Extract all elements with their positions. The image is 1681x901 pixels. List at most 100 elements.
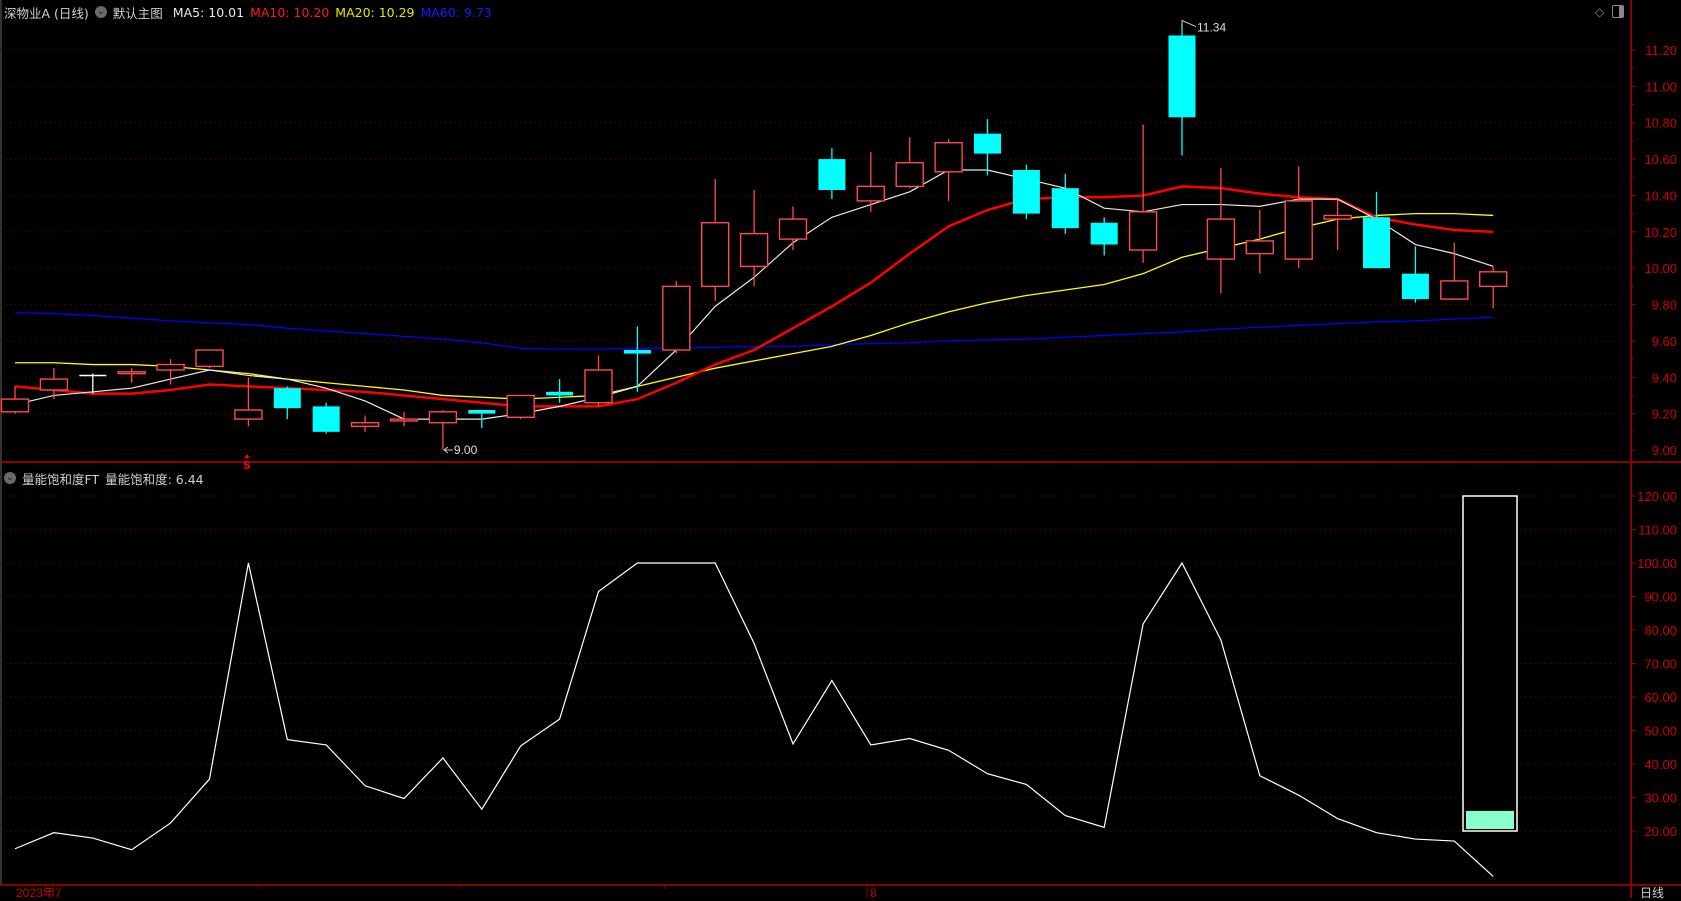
indicator-header: ⌄ 量能饱和度FT 量能饱和度: 6.44 — [4, 468, 210, 488]
ma20-legend: MA20: 10.29 — [335, 4, 415, 20]
candle-body — [428, 411, 458, 424]
candle-body — [701, 222, 730, 288]
template-selector[interactable]: 默认主图 — [112, 5, 163, 21]
price-tick-label: 9.40 — [1652, 370, 1677, 385]
signal-marker: S — [243, 459, 251, 472]
price-tick-label: 9.20 — [1652, 407, 1677, 422]
candle-body — [1051, 188, 1079, 229]
candle-body — [1012, 170, 1040, 214]
price-tick-label: 10.00 — [1644, 261, 1677, 276]
symbol-title: 深物业A (日线) — [4, 5, 89, 21]
candle-body — [778, 218, 808, 240]
candle-body — [39, 378, 69, 391]
candle-body — [739, 232, 769, 268]
candle-body — [1206, 218, 1236, 260]
price-tick-label: 10.20 — [1644, 225, 1677, 240]
indicator-tick-label: 70.00 — [1644, 657, 1677, 672]
candle — [273, 386, 301, 420]
candle — [506, 394, 535, 420]
saturation-line — [14, 561, 1494, 877]
indicator-tick-label: 80.00 — [1644, 623, 1677, 638]
panel-toggle-icon[interactable] — [1612, 5, 1625, 18]
candle — [389, 411, 419, 427]
candle-body — [312, 406, 340, 432]
candle — [117, 368, 146, 383]
candle — [1168, 24, 1196, 156]
candle-body — [234, 409, 263, 420]
indicator-tick-label: 120.00 — [1637, 489, 1677, 504]
candle-body — [1478, 271, 1508, 288]
candle — [662, 280, 691, 354]
price-tick-label: 10.60 — [1644, 152, 1677, 167]
diamond-icon[interactable]: ◇ — [1595, 5, 1605, 19]
candle-body — [974, 133, 1001, 154]
candle — [1128, 124, 1158, 263]
price-tick-label: 9.00 — [1652, 443, 1677, 458]
candle-body — [156, 363, 185, 371]
candle — [895, 137, 924, 189]
candle — [934, 139, 963, 201]
price-tick-label: 10.40 — [1644, 188, 1677, 203]
candle-body — [623, 350, 651, 354]
candle — [1012, 164, 1040, 220]
candle — [1284, 166, 1313, 269]
candle — [856, 151, 885, 212]
candle-body — [506, 394, 535, 418]
candle-body — [1440, 280, 1469, 300]
price-tick-label: 9.80 — [1652, 298, 1677, 313]
price-tick-label: 9.60 — [1652, 334, 1677, 349]
candle-body — [546, 391, 574, 396]
candle-body — [1284, 200, 1313, 260]
candle — [312, 402, 340, 434]
candle-body — [0, 398, 30, 413]
candle — [778, 206, 808, 250]
candle — [739, 190, 769, 287]
candle — [1206, 168, 1236, 294]
candle-body — [662, 285, 691, 351]
signal-arrow-icon — [244, 454, 250, 458]
candle — [234, 377, 263, 427]
ma60-legend: MA60: 9.73 — [420, 4, 492, 20]
candle-body — [1363, 217, 1390, 269]
candle — [1440, 242, 1469, 300]
candle-body — [1245, 240, 1275, 255]
candle — [468, 410, 496, 429]
candle — [584, 355, 613, 407]
candle-body — [584, 369, 613, 404]
time-label: 2023年7 — [16, 886, 62, 898]
candle-body — [1168, 35, 1196, 118]
indicator-value: 量能饱和度: 6.44 — [105, 471, 204, 487]
ma5-legend: MA5: 10.01 — [172, 4, 245, 20]
main-chart-header: 深物业A (日线) ⌄ 默认主图 MA5: 10.01 MA10: 10.20 … — [4, 2, 498, 22]
indicator-tick-label: 60.00 — [1644, 690, 1677, 705]
candle — [546, 379, 574, 403]
indicator-tick-label: 110.00 — [1638, 523, 1677, 538]
indicator-tick-label: 90.00 — [1644, 590, 1677, 605]
candle-body — [195, 349, 224, 368]
candle — [974, 119, 1001, 176]
ma10-line — [14, 185, 1494, 408]
candle — [623, 326, 651, 392]
candle-body — [856, 185, 885, 202]
candle-body — [934, 142, 963, 173]
timeframe-label[interactable]: 日线 — [1640, 886, 1665, 900]
candle-body — [1090, 222, 1118, 245]
candle — [39, 368, 69, 400]
price-tick-label: 11.20 — [1645, 43, 1677, 58]
candle — [701, 179, 730, 301]
chevron-down-icon[interactable]: ⌄ — [94, 6, 107, 18]
candle — [1051, 173, 1079, 234]
high-marker-arrow — [1181, 19, 1197, 29]
indicator-name[interactable]: 量能饱和度FT — [22, 471, 100, 487]
high-price-label: 11.34 — [1197, 21, 1226, 35]
chevron-down-icon[interactable]: ⌄ — [4, 472, 16, 484]
candle — [428, 410, 458, 450]
candle-body — [1323, 214, 1352, 220]
price-tick-label: 10.80 — [1644, 116, 1677, 131]
candle-body — [273, 388, 301, 409]
candle-body — [1401, 273, 1429, 300]
candle — [1090, 217, 1118, 256]
indicator-tick-label: 40.00 — [1644, 757, 1677, 772]
candle-body — [389, 418, 419, 422]
